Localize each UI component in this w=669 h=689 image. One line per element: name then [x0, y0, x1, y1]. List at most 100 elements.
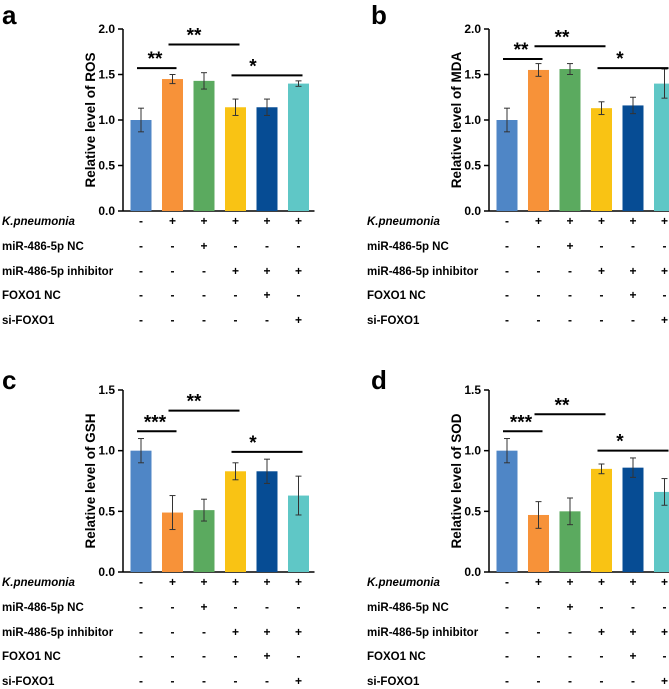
table-sign: -: [600, 600, 604, 614]
table-sign: +: [629, 264, 636, 278]
y-axis-label: Relative level of GSH: [83, 413, 98, 548]
table-sign: +: [566, 239, 573, 253]
bar: [559, 511, 581, 572]
bar: [496, 450, 518, 572]
y-tick-label: 1.5: [98, 68, 115, 82]
table-sign: -: [139, 600, 143, 614]
table-sign: -: [537, 288, 541, 302]
table-sign: +: [629, 288, 636, 302]
bar: [622, 105, 644, 211]
table-row-label: miR-486-5p NC: [367, 602, 449, 614]
table-sign: -: [265, 239, 269, 253]
table-sign: -: [171, 288, 175, 302]
significance-label: *: [249, 433, 257, 454]
table-row-label: si-FOXO1: [367, 676, 420, 688]
table-sign: -: [631, 239, 635, 253]
table-sign: +: [263, 264, 270, 278]
bar: [130, 120, 152, 211]
table-sign: -: [234, 649, 238, 663]
table-row-label: FOXO1 NC: [2, 290, 61, 302]
significance-label: **: [555, 395, 570, 416]
table-sign: -: [505, 649, 509, 663]
table-row-label: FOXO1 NC: [367, 651, 426, 663]
y-tick-label: 0.5: [98, 504, 115, 518]
bar: [591, 468, 612, 572]
table-sign: -: [631, 313, 635, 327]
table-sign: +: [263, 625, 270, 639]
table-sign: -: [631, 600, 635, 614]
table-sign: +: [295, 625, 302, 639]
table-sign: +: [661, 575, 668, 589]
y-tick-label: 1.5: [98, 383, 115, 397]
y-axis-label: Relative level of MDA: [449, 51, 464, 188]
table-sign: -: [663, 239, 667, 253]
table-sign: -: [139, 288, 143, 302]
table-sign: -: [139, 625, 143, 639]
table-sign: -: [265, 674, 269, 688]
table-sign: -: [505, 600, 509, 614]
table-sign: +: [295, 214, 302, 228]
table-sign: +: [295, 264, 302, 278]
significance-label: *: [249, 56, 257, 77]
bar: [591, 108, 612, 211]
table-sign: -: [663, 600, 667, 614]
bar: [193, 510, 215, 572]
table-sign: -: [234, 288, 238, 302]
table-sign: -: [505, 674, 509, 688]
table-sign: +: [661, 313, 668, 327]
significance-label: **: [187, 25, 202, 46]
table-sign: +: [169, 214, 176, 228]
y-tick-label: 2.0: [464, 22, 481, 36]
table-sign: -: [234, 674, 238, 688]
table-sign: -: [537, 264, 541, 278]
y-axis-label: Relative level of SOD: [449, 413, 464, 548]
table-sign: -: [171, 649, 175, 663]
y-tick-label: 0.5: [464, 159, 481, 173]
table-sign: -: [537, 674, 541, 688]
table-row-label: miR-486-5p NC: [2, 241, 84, 253]
table-sign: +: [598, 575, 605, 589]
table-sign: +: [598, 264, 605, 278]
significance-label: **: [187, 392, 202, 413]
bar: [288, 83, 309, 211]
table-sign: -: [202, 674, 206, 688]
table-sign: +: [661, 674, 668, 688]
table-row-label: miR-486-5p NC: [367, 241, 449, 253]
y-tick-label: 0.0: [98, 204, 115, 218]
y-tick-label: 1.0: [464, 113, 481, 127]
table-sign: -: [568, 264, 572, 278]
bar: [559, 69, 581, 211]
table-sign: +: [232, 575, 239, 589]
table-row-label: miR-486-5p inhibitor: [2, 627, 114, 639]
table-sign: +: [598, 214, 605, 228]
table-sign: +: [295, 674, 302, 688]
bar: [496, 120, 518, 211]
significance-label: ***: [144, 412, 167, 433]
y-tick-label: 1.5: [464, 68, 481, 82]
table-sign: -: [202, 288, 206, 302]
significance-label: ***: [510, 412, 533, 433]
table-sign: -: [505, 214, 509, 228]
table-sign: -: [568, 649, 572, 663]
table-sign: +: [263, 214, 270, 228]
table-sign: +: [200, 239, 207, 253]
table-sign: -: [139, 264, 143, 278]
table-row-label: miR-486-5p inhibitor: [367, 627, 479, 639]
table-sign: +: [232, 264, 239, 278]
table-sign: -: [505, 625, 509, 639]
table-sign: +: [263, 288, 270, 302]
table-row-label: K.pneumonia: [367, 216, 440, 228]
bar: [622, 467, 644, 572]
table-sign: -: [537, 649, 541, 663]
table-sign: +: [566, 214, 573, 228]
y-tick-label: 0.5: [98, 159, 115, 173]
table-sign: -: [631, 674, 635, 688]
bar: [528, 69, 549, 211]
bar: [654, 83, 669, 211]
table-sign: -: [202, 264, 206, 278]
bar: [193, 80, 215, 212]
table-sign: -: [265, 600, 269, 614]
table-sign: -: [505, 264, 509, 278]
y-tick-label: 1.5: [464, 383, 481, 397]
